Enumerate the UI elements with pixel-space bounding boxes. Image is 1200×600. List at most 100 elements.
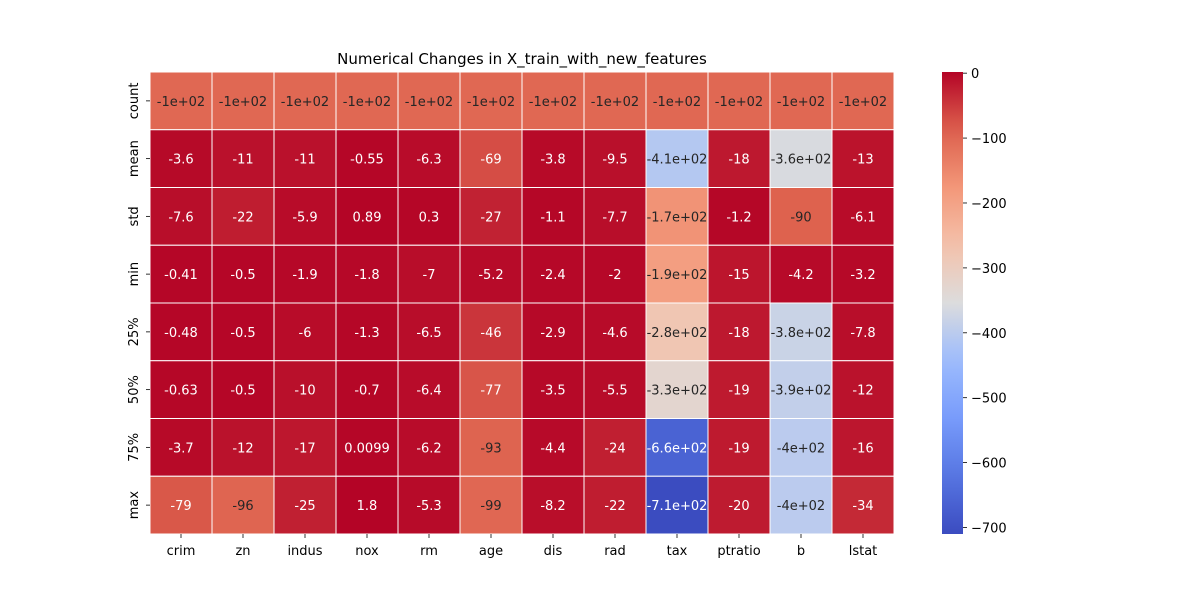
heatmap-cell xyxy=(273,187,337,246)
colorbar-tick-label: −200 xyxy=(971,197,1007,212)
cell-label: -4.2 xyxy=(788,268,813,283)
cell-label: -1.3 xyxy=(354,326,379,341)
heatmap-cell xyxy=(397,475,461,535)
cell-label: -1.9e+02 xyxy=(647,268,708,283)
cell-label: -3.3e+02 xyxy=(647,384,708,399)
heatmap-cell xyxy=(769,244,833,304)
x-tick-label: lstat xyxy=(849,544,878,559)
colorbar-gradient xyxy=(942,72,963,534)
heatmap-cell xyxy=(645,244,709,304)
heatmap-cell xyxy=(521,187,585,246)
heatmap-cell xyxy=(583,360,647,419)
cell-label: -6 xyxy=(299,326,312,341)
cell-label: -0.5 xyxy=(230,268,255,283)
cell-label: -3.2 xyxy=(850,268,875,283)
cell-label: -3.6 xyxy=(168,153,193,168)
heatmap-cell xyxy=(149,302,213,362)
x-tick-label: rad xyxy=(604,544,626,559)
heatmap-cell xyxy=(273,71,337,131)
y-tick-label: std xyxy=(127,206,142,226)
cell-label: -13 xyxy=(852,153,873,168)
cell-label: -7.1e+02 xyxy=(647,499,708,514)
colorbar-tick-label: −600 xyxy=(971,457,1007,472)
heatmap-cell xyxy=(645,418,709,477)
heatmap-cell xyxy=(273,244,337,304)
heatmap-cell xyxy=(335,418,399,477)
heatmap-cell xyxy=(831,418,895,477)
cell-label: 1.8 xyxy=(357,499,378,514)
cell-label: -0.7 xyxy=(354,384,379,399)
cell-label: 0.0099 xyxy=(344,441,390,456)
cell-label: -1e+02 xyxy=(405,95,453,110)
chart-title: Numerical Changes in X_train_with_new_fe… xyxy=(337,50,707,69)
x-tick-label: zn xyxy=(235,544,250,559)
cell-label: -3.8e+02 xyxy=(771,326,832,341)
heatmap-cell xyxy=(335,475,399,535)
heatmap-cell xyxy=(211,302,275,362)
heatmap-cell xyxy=(273,475,337,535)
cell-label: -15 xyxy=(728,268,749,283)
heatmap-cell xyxy=(459,418,523,477)
cell-label: -7.8 xyxy=(850,326,875,341)
cell-label: -3.7 xyxy=(168,441,193,456)
colorbar-tick-label: −500 xyxy=(971,392,1007,407)
cell-label: -96 xyxy=(232,499,253,514)
heatmap-cell xyxy=(273,302,337,362)
cell-label: -0.41 xyxy=(164,268,198,283)
cell-label: -1e+02 xyxy=(591,95,639,110)
heatmap-cell xyxy=(459,302,523,362)
cell-label: -6.3 xyxy=(416,153,441,168)
cell-label: -1.9 xyxy=(292,268,317,283)
heatmap-cell xyxy=(521,475,585,535)
cell-label: -93 xyxy=(480,441,501,456)
cell-label: -5.5 xyxy=(602,384,627,399)
cell-label: -11 xyxy=(232,153,253,168)
heatmap-cell xyxy=(335,129,399,188)
cell-label: -1e+02 xyxy=(777,95,825,110)
cell-label: -79 xyxy=(170,499,191,514)
heatmap-cell xyxy=(831,475,895,535)
x-tick-label: nox xyxy=(355,544,379,559)
cell-label: -90 xyxy=(790,210,811,225)
cell-label: -6.2 xyxy=(416,441,441,456)
cell-label: -1.8 xyxy=(354,268,379,283)
heatmap-cell xyxy=(459,244,523,304)
cell-label: -10 xyxy=(294,384,315,399)
heatmap-cell xyxy=(831,129,895,188)
heatmap-cell xyxy=(521,302,585,362)
heatmap-cell xyxy=(521,360,585,419)
cell-label: -1e+02 xyxy=(157,95,205,110)
cell-label: -2.4 xyxy=(540,268,565,283)
cell-label: -3.6e+02 xyxy=(771,153,832,168)
colorbar-tick-label: −400 xyxy=(971,327,1007,342)
x-tick-label: age xyxy=(479,544,503,559)
heatmap-cell xyxy=(149,475,213,535)
heatmap-cell xyxy=(149,418,213,477)
cell-label: -1e+02 xyxy=(281,95,329,110)
heatmap-cell xyxy=(645,129,709,188)
x-tick-label: tax xyxy=(667,544,688,559)
cell-label: -27 xyxy=(480,210,501,225)
heatmap-cell xyxy=(397,129,461,188)
cell-label: -22 xyxy=(604,499,625,514)
cell-label: -1e+02 xyxy=(653,95,701,110)
x-tick-label: rm xyxy=(420,544,438,559)
heatmap-cell xyxy=(583,71,647,131)
cell-label: -18 xyxy=(728,153,749,168)
colorbar: 0 −100 −200 −300 −400 −500 −600 −700 xyxy=(942,67,1007,537)
cell-label: -1e+02 xyxy=(467,95,515,110)
cell-label: 0.3 xyxy=(419,210,440,225)
x-tick-label: indus xyxy=(287,544,322,559)
x-tick-label: ptratio xyxy=(717,544,760,559)
heatmap-cell xyxy=(335,244,399,304)
cell-label: -19 xyxy=(728,384,749,399)
cell-label: -6.5 xyxy=(416,326,441,341)
cell-label: -1.1 xyxy=(540,210,565,225)
heatmap-cell xyxy=(149,187,213,246)
cell-label: -4.1e+02 xyxy=(647,153,708,168)
heatmap-cell xyxy=(707,71,771,131)
cell-label: -1e+02 xyxy=(839,95,887,110)
colorbar-tick-label: −700 xyxy=(971,522,1007,537)
cell-label: -5.9 xyxy=(292,210,317,225)
colorbar-tick-label: −100 xyxy=(971,132,1007,147)
